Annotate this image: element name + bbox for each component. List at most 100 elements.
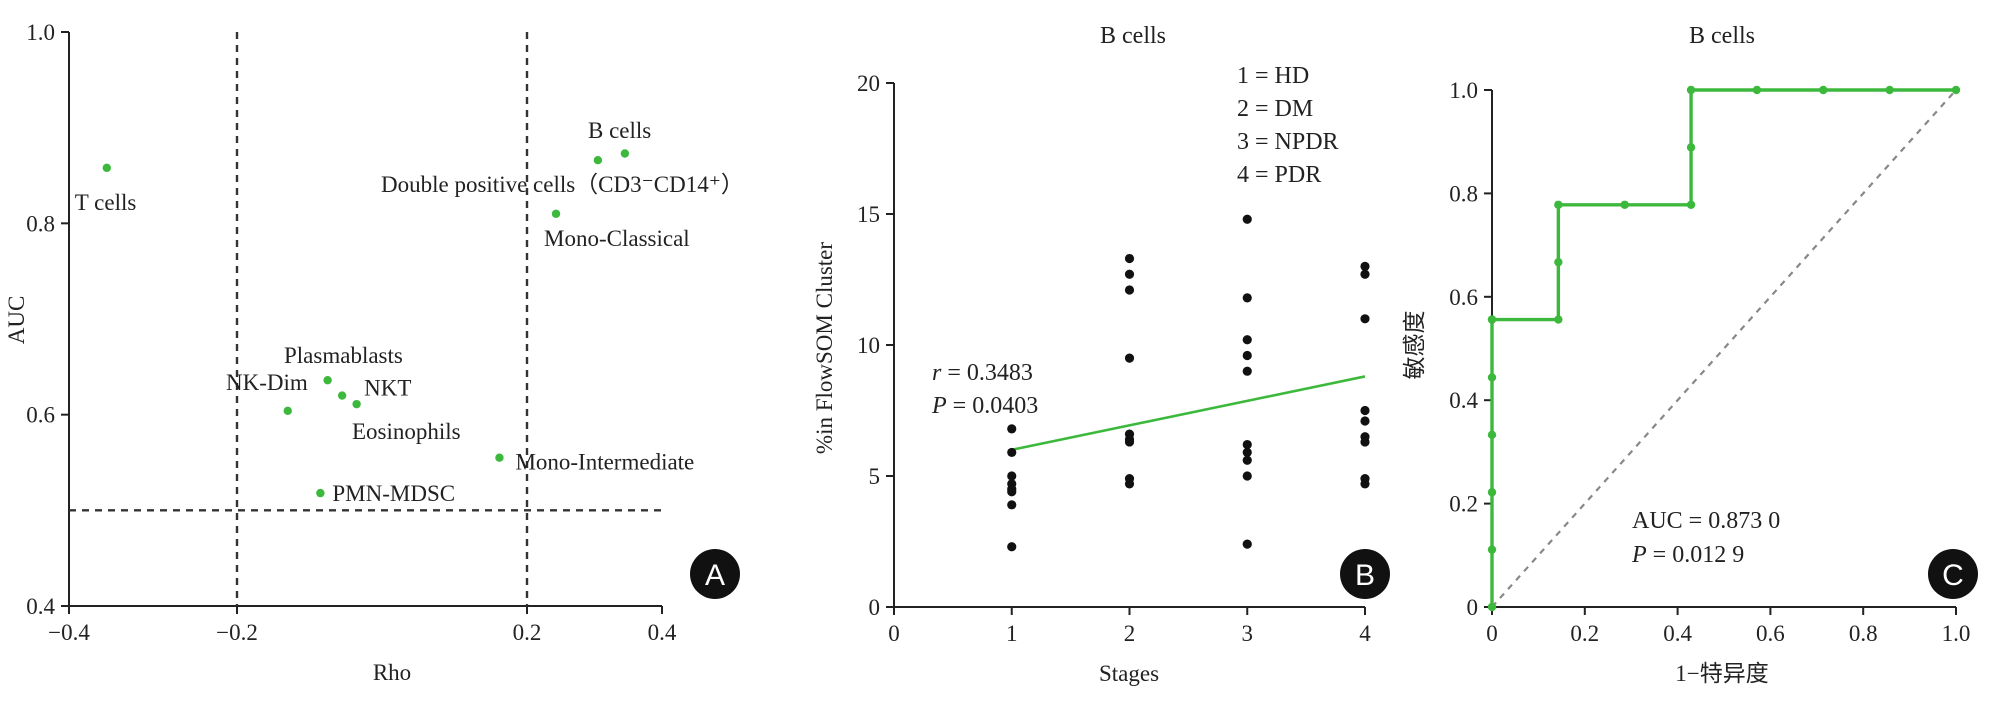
b-point: [1360, 437, 1370, 447]
a-point: [323, 376, 332, 385]
c-x-tick-label: 0.8: [1849, 621, 1878, 646]
panel-c: 0 0.2 0.4 0.6 0.8 1.0 0 0.2 0.4 0.6 0.8 1.0 B cells…: [1402, 23, 1978, 686]
b-point: [1242, 293, 1252, 303]
a-point: [316, 488, 325, 498]
a-point-label: Plasmablasts: [284, 343, 403, 368]
b-point: [1242, 439, 1252, 450]
a-point-label: Mono-Classical: [544, 226, 690, 251]
b-point: [1360, 416, 1370, 426]
b-p-value: = 0.0403: [947, 393, 1039, 419]
c-badge-circle: [1928, 549, 1978, 599]
a-point: [352, 399, 361, 409]
b-point: [1124, 479, 1135, 489]
b-point: [1124, 353, 1135, 363]
b-badge-letter: B: [1355, 559, 1375, 592]
a-x-label: Rho: [373, 660, 411, 685]
a-point: [620, 149, 630, 158]
b-x-label: Stages: [1099, 661, 1159, 686]
c-roc-point: [1487, 545, 1497, 554]
c-x-tick-label: 0: [1486, 621, 1498, 646]
c-roc-point: [1885, 85, 1894, 95]
a-ticks: −0.4 −0.2 0.2 0.4 0.4 0.6 0.8 1.0: [26, 20, 677, 645]
a-x-tick-label: −0.4: [48, 620, 90, 645]
c-roc-point: [1487, 315, 1497, 324]
b-point: [1242, 214, 1252, 224]
b-point: [1124, 253, 1135, 264]
b-y-tick-label: 5: [869, 464, 881, 489]
b-legend-entry: 1 = HD: [1237, 63, 1309, 89]
b-r-annotation: r = 0.3483: [932, 360, 1033, 386]
a-y-tick-label: 0.4: [26, 594, 55, 619]
a-point: [495, 453, 504, 462]
b-point: [1007, 542, 1017, 552]
c-y-tick-label: 1.0: [1449, 78, 1478, 103]
b-r-symbol: r: [932, 360, 942, 386]
a-point-label: NKT: [364, 376, 411, 401]
a-badge: A: [690, 549, 740, 599]
c-x-tick-label: 0.2: [1570, 621, 1599, 646]
a-point-label: Eosinophils: [352, 419, 461, 444]
c-x-tick-label: 0.4: [1663, 621, 1692, 646]
b-point: [1242, 539, 1252, 549]
a-x-tick-label: 0.2: [513, 620, 542, 645]
b-y-tick-label: 15: [857, 202, 880, 227]
c-title: B cells: [1689, 23, 1755, 49]
b-point: [1124, 285, 1135, 295]
c-x-tick-label: 0.6: [1756, 621, 1785, 646]
b-x-tick-label: 1: [1006, 621, 1018, 646]
a-reference-lines: [69, 32, 662, 606]
a-point-label: NK-Dim: [226, 370, 308, 395]
c-x-tick-label: 1.0: [1942, 621, 1971, 646]
a-x-tick-label: 0.4: [648, 620, 677, 645]
b-points: [1007, 214, 1370, 552]
c-p-value: = 0.012 9: [1647, 542, 1745, 568]
b-point: [1360, 479, 1370, 489]
c-roc-point: [1554, 257, 1563, 267]
b-x-tick-label: 0: [888, 621, 900, 646]
b-ticks: 0 1 2 3 4 0 5 10 15 20: [857, 71, 1371, 646]
b-p-annotation: P = 0.0403: [931, 393, 1038, 419]
b-legend-entry: 2 = DM: [1237, 96, 1313, 122]
b-x-tick-label: 3: [1242, 621, 1254, 646]
b-y-tick-label: 10: [857, 333, 880, 358]
a-point-label: T cells: [75, 190, 137, 215]
b-y-tick-label: 20: [857, 71, 880, 96]
b-point: [1007, 447, 1017, 458]
a-point-label: B cells: [588, 118, 651, 143]
a-badge-letter: A: [705, 559, 725, 592]
c-roc-point: [1951, 85, 1961, 95]
c-p-annotation: P = 0.012 9: [1631, 542, 1744, 568]
b-title: B cells: [1100, 23, 1166, 49]
b-point: [1360, 261, 1370, 271]
c-y-label: 敏感度: [1402, 311, 1427, 380]
c-roc-point: [1620, 200, 1629, 209]
a-point: [283, 406, 292, 416]
b-point: [1360, 269, 1370, 279]
a-y-tick-label: 0.8: [26, 211, 55, 236]
panel-b: 0 1 2 3 4 0 5 10 15 20 B cells 1 = HD 2 = DM 3 = NP…: [812, 23, 1390, 686]
b-point: [1242, 335, 1252, 345]
b-legend-entry: 4 = PDR: [1237, 162, 1321, 188]
c-roc-points: [1487, 85, 1961, 612]
b-legend: 1 = HD 2 = DM 3 = NPDR 4 = PDR: [1237, 63, 1339, 188]
c-roc-point: [1487, 602, 1497, 612]
c-roc-point: [1686, 143, 1696, 152]
b-legend-entry: 3 = NPDR: [1237, 129, 1339, 155]
b-point: [1242, 447, 1252, 458]
b-x-tick-label: 4: [1359, 621, 1371, 646]
c-roc-point: [1752, 85, 1762, 95]
b-point: [1242, 366, 1252, 376]
panel-a: −0.4 −0.2 0.2 0.4 0.4 0.6 0.8 1.0 T cells B cell…: [4, 20, 744, 685]
c-auc-annotation: AUC = 0.873 0: [1632, 508, 1780, 534]
c-roc-point: [1554, 315, 1563, 324]
a-point: [593, 155, 603, 165]
b-point: [1360, 314, 1370, 324]
a-point-label: Double positive cells（CD3⁻CD14⁺）: [381, 172, 744, 197]
a-point: [337, 391, 347, 400]
b-point: [1124, 269, 1135, 279]
a-point-label: PMN-MDSC: [332, 481, 455, 506]
c-x-label: 1−特异度: [1675, 661, 1768, 686]
a-y-label: AUC: [4, 296, 29, 345]
c-roc-point: [1819, 85, 1828, 95]
